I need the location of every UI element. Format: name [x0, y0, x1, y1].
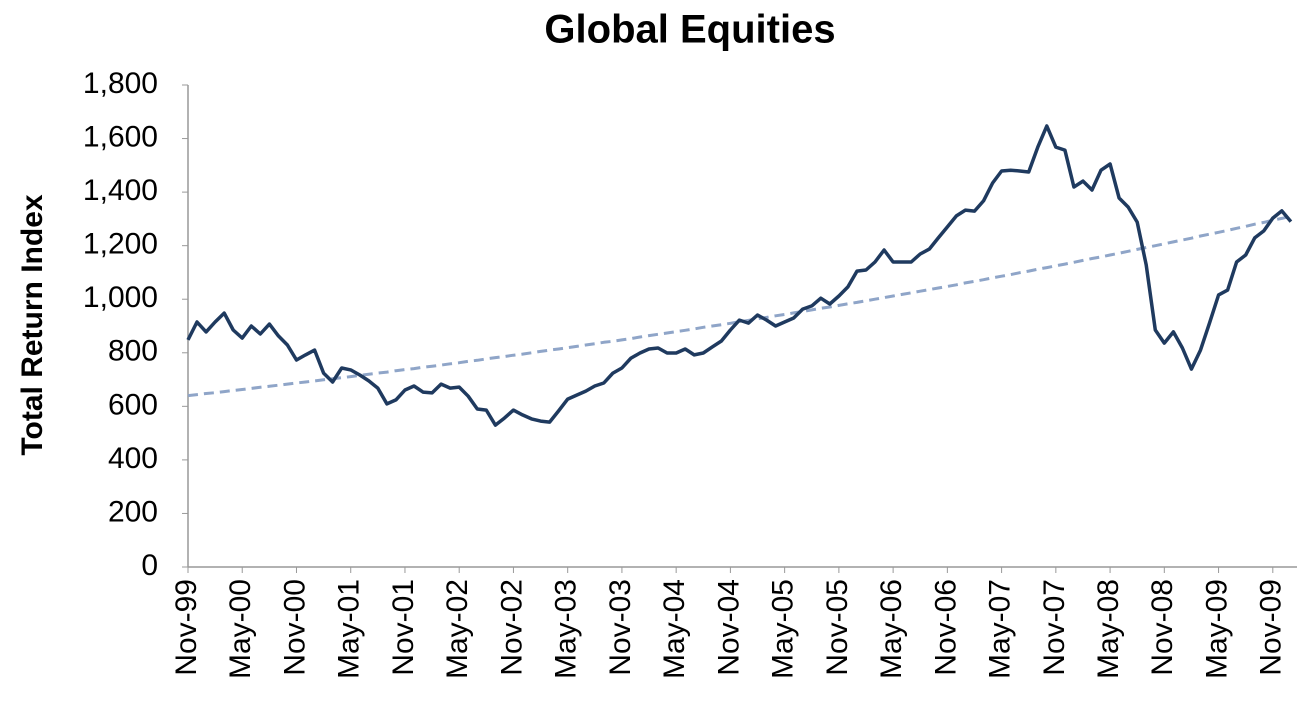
x-tick-label: Nov-03	[604, 579, 637, 676]
x-tick-label: Nov-04	[712, 579, 745, 676]
x-tick-label: May-08	[1092, 579, 1125, 679]
x-tick-label: May-00	[224, 579, 257, 679]
x-tick-label: May-09	[1200, 579, 1233, 679]
x-tick-label: Nov-02	[495, 579, 528, 676]
x-tick-label: Nov-99	[170, 579, 203, 676]
y-tick-label: 200	[108, 495, 158, 528]
y-tick-label: 1,600	[83, 120, 158, 153]
x-tick-label: May-02	[441, 579, 474, 679]
x-tick-label: May-05	[767, 579, 800, 679]
y-tick-label: 0	[141, 549, 158, 582]
x-tick-label: May-01	[333, 579, 366, 679]
x-tick-label: Nov-07	[1038, 579, 1071, 676]
data-line	[186, 124, 1293, 427]
x-tick-label: Nov-09	[1255, 579, 1288, 676]
y-axis-label: Total Return Index	[16, 194, 49, 455]
x-tick-label: Nov-05	[821, 579, 854, 676]
x-tick-label: May-06	[875, 579, 908, 679]
x-tick-label: May-07	[984, 579, 1017, 679]
x-tick-label: Nov-01	[387, 579, 420, 676]
x-tick-label: May-04	[658, 579, 691, 679]
y-tick-label: 1,000	[83, 281, 158, 314]
y-tick-label: 400	[108, 442, 158, 475]
x-tick-label: May-03	[550, 579, 583, 679]
y-tick-label: 1,800	[83, 67, 158, 100]
y-tick-label: 800	[108, 335, 158, 368]
x-tick-label: Nov-00	[278, 579, 311, 676]
chart-title: Global Equities	[544, 8, 835, 52]
trend-line	[187, 214, 1292, 398]
x-tick-label: Nov-08	[1146, 579, 1179, 676]
x-tick-label: Nov-06	[929, 579, 962, 676]
y-tick-label: 1,200	[83, 228, 158, 261]
y-tick-label: 1,400	[83, 174, 158, 207]
y-tick-label: 600	[108, 388, 158, 421]
